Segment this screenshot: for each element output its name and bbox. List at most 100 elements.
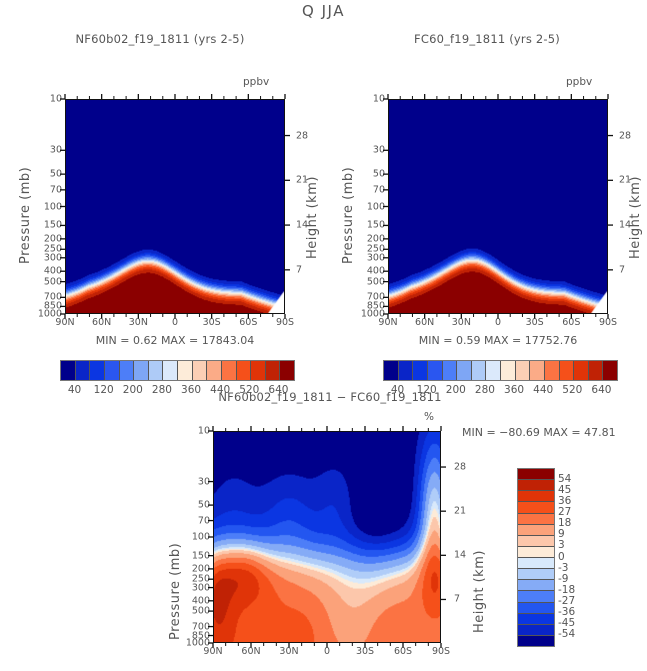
height-tick-label: 28 (454, 461, 467, 473)
panel-top-left: NF60b02_f19_1811 (yrs 2-5) Pressure (mb)… (0, 24, 320, 396)
colorbar-tick-label: 440 (210, 384, 231, 396)
latitude-tick-label: 0 (323, 646, 331, 657)
colorbar-segment (163, 361, 178, 380)
pressure-tick-label: 100 (191, 531, 210, 543)
panel-top-right-height-axis: 28 21 14 7 (611, 99, 635, 314)
pressure-tick-label: 300 (191, 582, 210, 594)
panel-top-left-colorbar[interactable] (60, 360, 295, 381)
pressure-tick-label: 200 (43, 233, 62, 245)
height-tick-label: 21 (454, 505, 467, 517)
pressure-tick-label: 200 (366, 233, 385, 245)
pressure-tick-label: 70 (197, 515, 210, 527)
height-tick-label: 7 (619, 264, 626, 276)
colorbar-tick-label: 36 (558, 495, 572, 508)
colorbar-segment (104, 361, 120, 380)
pressure-tick-label: 150 (43, 219, 62, 231)
latitude-tick-label: 60N (92, 317, 112, 328)
latitude-tick-label: 30N (128, 317, 148, 328)
latitude-tick-label: 90N (378, 317, 398, 328)
colorbar-segment (518, 513, 554, 525)
panel-top-right-minmax: MIN = 0.59 MAX = 17752.76 (418, 334, 578, 347)
panel-difference-minmax: MIN = −80.69 MAX = 47.81 (462, 426, 616, 439)
colorbar-segment (588, 361, 604, 380)
pressure-tick-label: 700 (366, 291, 385, 303)
panel-top-right-colorbar[interactable] (383, 360, 618, 381)
latitude-tick-label: 60S (239, 317, 258, 328)
colorbar-tick-label: 640 (268, 384, 289, 396)
colorbar-segment (251, 361, 266, 380)
height-tick-label: 14 (296, 219, 309, 231)
colorbar-segment (518, 635, 554, 646)
pressure-tick-label: 100 (366, 201, 385, 212)
colorbar-segment (518, 613, 554, 625)
pressure-tick-label: 850 (43, 300, 62, 312)
colorbar-segment (518, 569, 554, 581)
height-tick-label: 7 (454, 593, 461, 605)
colorbar-segment (413, 361, 428, 380)
pressure-tick-label: 1000 (360, 308, 385, 320)
panel-top-right-plot[interactable] (388, 99, 608, 314)
panel-top-left-minmax: MIN = 0.62 MAX = 17843.04 (95, 334, 255, 347)
pressure-tick-label: 400 (43, 265, 62, 277)
panel-top-right-lat-axis: 90N 60N 30N 0 30S 60S 90S (378, 317, 617, 333)
colorbar-segment (518, 546, 554, 558)
pressure-tick-label: 50 (49, 168, 62, 180)
colorbar-segment (559, 361, 575, 380)
panel-difference-lat-axis: 90N 60N 30N 0 30S 60S 90S (203, 646, 450, 662)
panel-difference-title: NF60b02_f19_1811 − FC60_f19_1811 (218, 390, 442, 404)
panel-top-left-plot[interactable] (65, 99, 285, 314)
colorbar-segment (207, 361, 222, 380)
latitude-tick-label: 0 (494, 317, 502, 328)
latitude-tick-label: 60S (562, 317, 581, 328)
colorbar-tick-label: 640 (591, 384, 612, 396)
height-tick-label: 14 (454, 549, 467, 561)
height-tick-label: 21 (619, 174, 632, 186)
pressure-tick-label: 500 (43, 276, 62, 288)
height-tick-label: 28 (619, 130, 632, 142)
panel-top-left-height-axis: 28 21 14 7 (288, 99, 312, 314)
latitude-tick-label: 60N (241, 646, 261, 657)
colorbar-segment (90, 361, 105, 380)
height-tick-label: 14 (619, 219, 632, 231)
height-tick-label: 21 (296, 174, 309, 186)
pressure-tick-label: 50 (372, 168, 385, 180)
colorbar-segment (192, 361, 208, 380)
pressure-tick-label: 200 (191, 563, 210, 575)
latitude-tick-label: 30S (525, 317, 544, 328)
colorbar-tick-label: 200 (445, 384, 466, 396)
pressure-tick-label: 10 (197, 425, 210, 437)
panel-difference-colorbar[interactable] (517, 468, 555, 647)
panel-difference-colorbar-labels: 54 45 36 27 18 9 3 0 -3 -9 -18 -27 -36 -45 -54 (558, 468, 598, 645)
latitude-tick-label: 90N (203, 646, 223, 657)
pressure-tick-label: 500 (191, 605, 210, 617)
colorbar-segment (518, 602, 554, 614)
colorbar-segment (501, 361, 516, 380)
colorbar-tick-label: 54 (558, 473, 572, 486)
pressure-tick-label: 1000 (37, 308, 62, 320)
pressure-tick-label: 400 (191, 595, 210, 607)
colorbar-segment (119, 361, 135, 380)
pressure-tick-label: 10 (372, 93, 385, 105)
colorbar-tick-label: 520 (239, 384, 260, 396)
colorbar-tick-label: 18 (558, 517, 572, 530)
colorbar-tick-label: 27 (558, 506, 572, 519)
colorbar-tick-label: 120 (93, 384, 114, 396)
pressure-tick-label: 250 (43, 243, 62, 255)
colorbar-tick-label: -27 (558, 594, 576, 607)
panel-difference-plot[interactable] (213, 431, 441, 643)
pressure-tick-label: 10 (49, 93, 62, 105)
panel-top-right: FC60_f19_1811 (yrs 2-5) Pressure (mb) He… (325, 24, 647, 396)
colorbar-tick-label: -45 (558, 616, 576, 629)
colorbar-segment (518, 535, 554, 547)
panel-top-left-lat-axis: 90N 60N 30N 0 30S 60S 90S (55, 317, 294, 333)
panel-top-left-contour-canvas (66, 100, 284, 313)
pressure-tick-label: 700 (191, 621, 210, 633)
colorbar-segment (471, 361, 487, 380)
colorbar-tick-label: 40 (67, 384, 82, 396)
figure-title: Q JJA (302, 2, 345, 20)
panel-difference: NF60b02_f19_1811 − FC60_f19_1811 Pressur… (0, 388, 647, 671)
colorbar-tick-label: 45 (558, 484, 572, 497)
colorbar-tick-label: -18 (558, 583, 576, 596)
colorbar-tick-label: 9 (558, 528, 565, 541)
colorbar-segment (518, 524, 554, 536)
